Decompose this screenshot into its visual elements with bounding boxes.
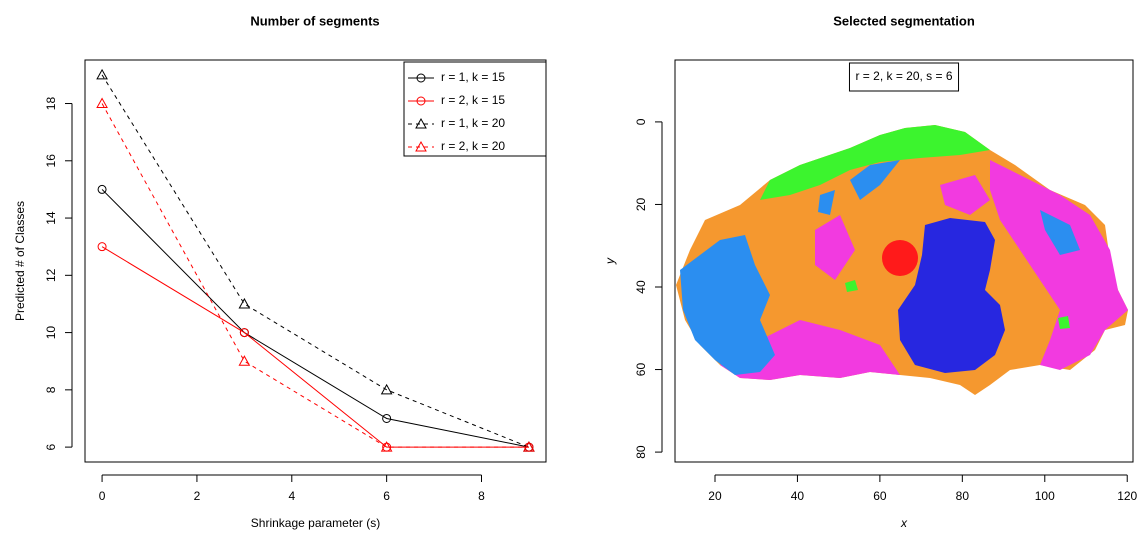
point <box>96 97 108 109</box>
point <box>96 68 108 80</box>
y-tick-label: 0 <box>634 118 648 125</box>
y-tick-label: 18 <box>44 97 58 111</box>
plot-frame <box>674 59 1134 463</box>
y-axis-label: y <box>603 257 617 265</box>
legend-label: r = 1, k = 20 <box>441 116 505 130</box>
x-tick-label: 0 <box>99 489 106 503</box>
series-line <box>101 74 530 448</box>
x-tick-label: 6 <box>383 489 390 503</box>
x-tick-label: 20 <box>708 489 722 503</box>
segmentation-image <box>676 125 1128 395</box>
annotation: r = 2, k = 20, s = 6 <box>855 69 952 83</box>
legend-marker <box>415 117 427 129</box>
x-tick-label: 4 <box>288 489 295 503</box>
x-tick-label: 100 <box>1035 489 1055 503</box>
point <box>97 184 107 194</box>
point <box>239 328 249 338</box>
x-axis-label: x <box>900 516 908 530</box>
y-tick-label: 10 <box>44 326 58 340</box>
point <box>97 242 107 252</box>
x-axis-label: Shrinkage parameter (s) <box>251 516 380 530</box>
y-tick-label: 16 <box>44 154 58 168</box>
x-tick-label: 120 <box>1117 489 1137 503</box>
point <box>238 355 251 366</box>
y-tick-label: 80 <box>634 445 648 459</box>
x-tick-label: 8 <box>478 489 485 503</box>
y-tick-label: 60 <box>634 363 648 377</box>
y-tick-label: 12 <box>44 268 58 282</box>
point <box>380 441 393 452</box>
y-tick-label: 20 <box>634 197 648 211</box>
chart-title: Number of segments <box>250 13 379 28</box>
x-tick-label: 60 <box>873 489 887 503</box>
x-tick-label: 40 <box>791 489 805 503</box>
legend-marker <box>416 96 426 106</box>
y-tick-label: 14 <box>44 211 58 225</box>
y-tick-label: 40 <box>634 280 648 294</box>
point <box>523 441 535 452</box>
series-line <box>101 189 530 448</box>
x-tick-label: 80 <box>956 489 970 503</box>
legend-label: r = 2, k = 15 <box>441 93 505 107</box>
point <box>238 297 251 309</box>
legend-marker <box>416 73 426 83</box>
legend-label: r = 2, k = 20 <box>441 139 505 153</box>
annotation-box <box>848 62 960 92</box>
y-axis-label: Predicted # of Classes <box>13 201 27 321</box>
legend-label: r = 1, k = 15 <box>441 70 505 84</box>
x-tick-label: 2 <box>194 489 201 503</box>
plot-frame <box>84 59 547 463</box>
chart-title: Selected segmentation <box>833 13 975 28</box>
series-line <box>101 103 529 448</box>
point <box>380 383 393 395</box>
y-tick-label: 6 <box>44 443 58 450</box>
legend-marker <box>415 140 427 152</box>
y-tick-label: 8 <box>44 386 58 393</box>
point <box>382 413 392 423</box>
